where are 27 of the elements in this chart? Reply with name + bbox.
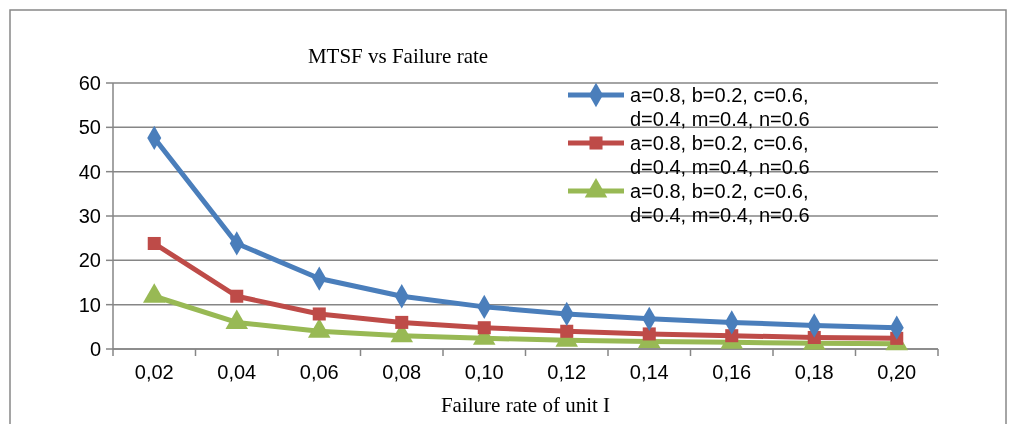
x-tick-label: 0,12 xyxy=(547,361,587,383)
x-tick-label: 0,02 xyxy=(134,361,174,383)
x-tick-label: 0,10 xyxy=(464,361,504,383)
point xyxy=(312,307,326,321)
point xyxy=(477,321,491,335)
point xyxy=(395,315,409,329)
x-tick-label: 0,06 xyxy=(299,361,339,383)
point xyxy=(642,327,656,341)
y-tick-label: 30 xyxy=(78,205,101,227)
chart-title: MTSF vs Failure rate xyxy=(307,44,489,68)
point xyxy=(147,236,161,251)
x-tick-label: 0,04 xyxy=(217,361,257,383)
y-tick-label: 20 xyxy=(78,249,101,272)
x-tick-label: 0,14 xyxy=(629,361,669,383)
x-axis-title: Failure rate of unit I xyxy=(440,393,611,417)
y-tick-label: 60 xyxy=(78,72,101,94)
x-tick-label: 0,20 xyxy=(877,361,917,383)
y-tick-label: 50 xyxy=(78,116,101,139)
x-tick-label: 0,08 xyxy=(382,361,422,383)
y-tick-label: 10 xyxy=(78,293,101,316)
legend-label: a=0.8, b=0.2, c=0.6, d=0.4, m=0.4, n=0.6 xyxy=(630,180,810,226)
x-tick-label: 0,16 xyxy=(712,361,752,383)
y-tick-label: 40 xyxy=(78,160,101,183)
point xyxy=(230,289,244,303)
x-tick-label: 0,18 xyxy=(794,361,834,383)
point xyxy=(560,324,574,338)
y-tick-label: 0 xyxy=(89,338,101,360)
